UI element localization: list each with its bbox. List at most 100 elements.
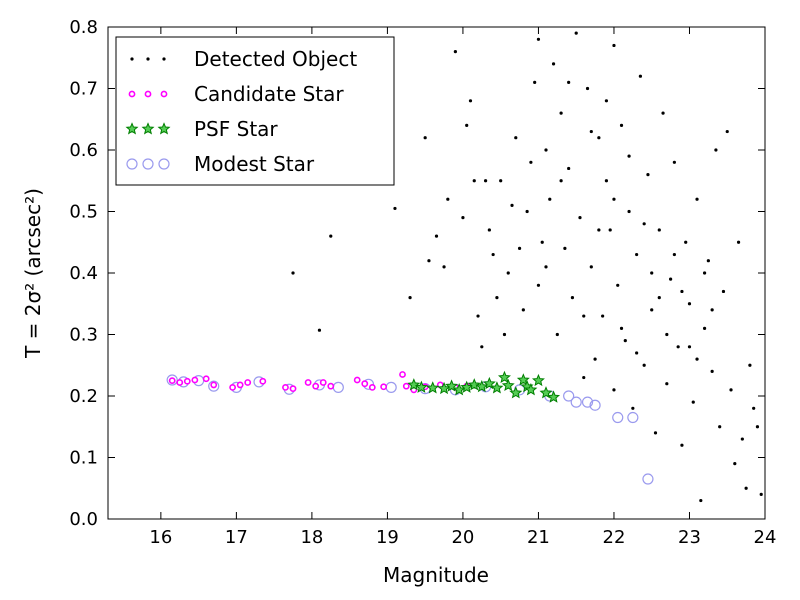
- candidate-star-point: [202, 375, 210, 383]
- detected-object-point: [525, 209, 529, 214]
- detected-object-point: [657, 296, 661, 300]
- candidate-star-point: [380, 383, 388, 391]
- detected-object-point: [601, 314, 605, 318]
- x-tick-label: 18: [300, 527, 323, 548]
- legend: Detected Object Candidate Star PSF Star Mod…: [115, 36, 395, 186]
- legend-box: [115, 36, 395, 186]
- psf-star-point: [531, 373, 545, 387]
- y-tick-label: 0.4: [69, 263, 98, 284]
- y-tick-label: 0.5: [69, 202, 98, 223]
- detected-object-point: [536, 37, 541, 41]
- psf-star-point: [414, 380, 428, 393]
- candidate-star-point: [368, 383, 376, 391]
- detected-object-point: [612, 43, 616, 48]
- detected-object-point: [559, 111, 563, 115]
- detected-object-point: [567, 166, 571, 171]
- candidate-star-point: [319, 379, 327, 386]
- detected-object-point: [676, 345, 680, 349]
- detected-object-point: [623, 339, 627, 343]
- legend-marker-candidate-star: [128, 90, 136, 98]
- y-axis-title: T = 2σ² (arcsec²): [21, 188, 45, 359]
- detected-object-point: [755, 425, 760, 429]
- candidate-star-point: [244, 379, 252, 386]
- candidate-star-point: [399, 371, 406, 378]
- detected-object-point: [661, 111, 665, 115]
- legend-marker-candidate-star: [144, 90, 152, 98]
- psf-star-point: [516, 373, 530, 386]
- detected-object-point: [691, 400, 695, 404]
- detected-object-point: [710, 308, 714, 312]
- detected-object-point: [706, 259, 710, 263]
- detected-object-point: [695, 357, 699, 361]
- candidate-star-point: [183, 377, 191, 385]
- detected-object-point: [393, 206, 397, 211]
- modest-star-point: [332, 381, 344, 393]
- detected-object-point: [514, 136, 518, 140]
- detected-object-point: [480, 345, 484, 349]
- psf-star-point: [482, 376, 496, 390]
- detected-object-point: [540, 240, 544, 244]
- y-tick-label: 0.7: [69, 79, 98, 100]
- detected-object-point: [718, 425, 722, 429]
- detected-object-point: [510, 203, 514, 207]
- legend-entry-detected-object: Detected Object: [130, 47, 357, 71]
- detected-object-point: [408, 296, 412, 300]
- detected-object-point: [476, 314, 480, 318]
- legend-entry-candidate-star: Candidate Star: [128, 82, 344, 106]
- detected-object-point: [748, 363, 752, 367]
- series-psf-star: [407, 370, 561, 403]
- y-tick-label: 0.0: [69, 509, 98, 530]
- tick-layer: 16 17 18 19 20 21 22 23 24 0.0 0.1 0.2 0.3 0.4 0.5 0.6 0…: [69, 17, 776, 548]
- detected-object-point: [472, 179, 476, 183]
- detected-object-point: [468, 99, 473, 103]
- x-axis-title: Magnitude: [383, 563, 489, 587]
- detected-object-point: [672, 252, 676, 257]
- detected-object-point: [570, 296, 575, 300]
- y-tick-label: 0.6: [69, 140, 98, 161]
- detected-object-point: [582, 375, 586, 380]
- psf-star-point: [407, 378, 421, 391]
- detected-object-point: [589, 129, 593, 134]
- detected-object-point: [483, 179, 488, 183]
- legend-entry-psf-star: PSF Star: [125, 117, 278, 141]
- legend-marker-modest-star: [142, 158, 154, 170]
- detected-object-point: [752, 406, 756, 410]
- detected-object-point: [446, 197, 450, 201]
- x-tick-label: 20: [451, 527, 474, 548]
- detected-object-point: [551, 62, 556, 66]
- psf-star-point: [490, 381, 504, 394]
- detected-object-point: [669, 277, 673, 281]
- detected-object-point: [495, 296, 499, 300]
- legend-entry-modest-star: Modest Star: [126, 152, 315, 176]
- detected-object-point: [635, 252, 639, 257]
- detected-object-point: [506, 271, 510, 275]
- x-tick-label: 23: [678, 527, 701, 548]
- legend-marker-modest-star: [158, 158, 170, 170]
- detected-object-point: [612, 388, 616, 392]
- legend-marker-detected-object: [162, 57, 166, 61]
- candidate-star-point: [327, 382, 335, 390]
- detected-object-point: [453, 50, 457, 54]
- legend-label-psf-star: PSF Star: [194, 117, 278, 141]
- legend-marker-psf-star: [141, 122, 155, 135]
- detected-object-point: [733, 462, 737, 466]
- detected-object-point: [619, 123, 624, 127]
- candidate-star-point: [353, 376, 361, 384]
- detected-object-point: [702, 326, 707, 330]
- detected-object-point: [589, 265, 593, 269]
- legend-marker-psf-star: [125, 122, 139, 135]
- detected-object-point: [736, 240, 741, 244]
- detected-object-point: [317, 328, 322, 332]
- detected-object-point: [329, 234, 333, 238]
- detected-object-point: [638, 74, 642, 78]
- psf-star-point: [437, 381, 451, 395]
- detected-object-point: [672, 160, 676, 164]
- data-layer: [166, 31, 763, 503]
- detected-object-point: [642, 363, 646, 367]
- y-tick-label: 0.2: [69, 386, 98, 407]
- legend-marker-candidate-star: [160, 90, 168, 98]
- detected-object-point: [604, 99, 609, 103]
- detected-object-point: [759, 492, 763, 496]
- modest-star-point: [589, 399, 601, 411]
- modest-star-point: [385, 381, 397, 393]
